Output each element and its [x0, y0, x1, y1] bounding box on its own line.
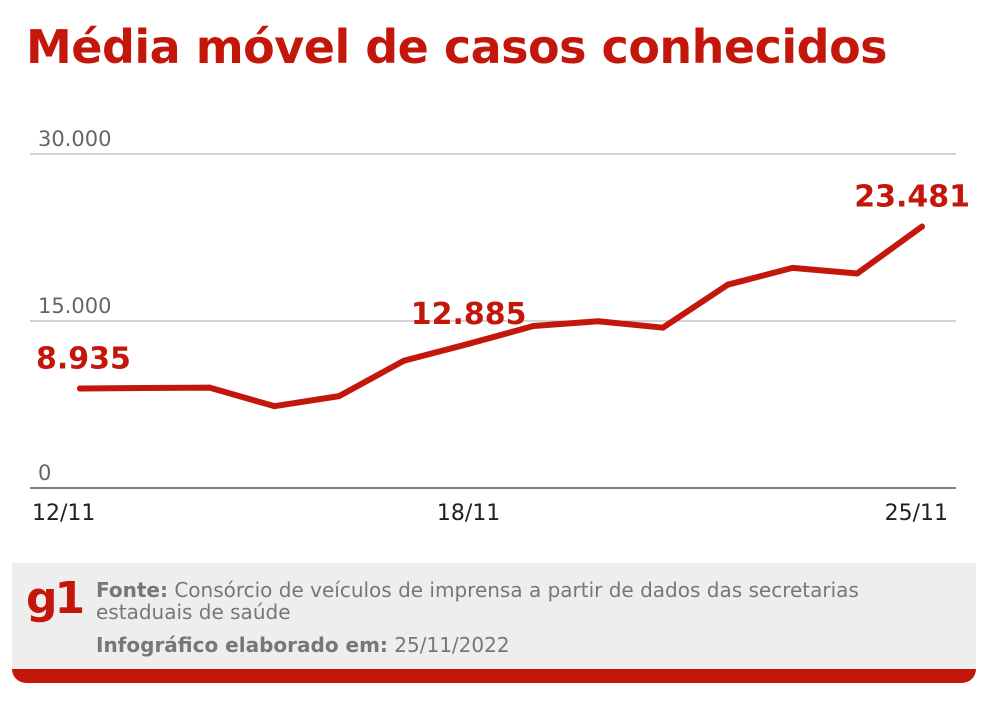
data-point: [465, 340, 472, 347]
line-chart: 0 15.000 30.000 12/11 18/11 25/11 8.935 12.885 2…: [30, 127, 970, 526]
data-point: [530, 323, 537, 330]
data-point: [854, 270, 861, 277]
updated-label: Infográfico elaborado em:: [96, 633, 388, 657]
data-label: 8.935: [36, 342, 131, 377]
data-point: [659, 324, 666, 331]
series-line: [77, 223, 925, 410]
updated-note: Infográfico elaborado em: 25/11/2022: [96, 633, 510, 657]
data-point: [141, 385, 148, 392]
data-label: 23.481: [854, 180, 970, 215]
y-tick-label: 15.000: [38, 294, 111, 318]
g1-logo: g1: [26, 573, 85, 624]
data-point: [271, 403, 278, 410]
data-point: [919, 223, 925, 230]
x-tick-label: 18/11: [437, 501, 500, 526]
footer: g1 Fonte: Consórcio de veículos de impre…: [12, 563, 976, 683]
data-point: [789, 264, 796, 271]
data-point: [595, 318, 602, 325]
data-point: [336, 393, 343, 400]
source-text: Consórcio de veículos de imprensa a part…: [96, 578, 859, 624]
data-point: [400, 357, 407, 364]
x-tick-label: 12/11: [32, 501, 95, 526]
data-point: [206, 384, 213, 391]
data-point: [77, 385, 83, 392]
y-tick-label: 0: [38, 461, 51, 485]
source-label: Fonte:: [96, 578, 168, 602]
x-tick-label: 25/11: [885, 501, 948, 526]
updated-date: 25/11/2022: [394, 633, 510, 657]
chart-title: Média móvel de casos conhecidos: [26, 20, 888, 74]
source-note: Fonte: Consórcio de veículos de imprensa…: [96, 579, 956, 623]
y-tick-label: 30.000: [38, 127, 111, 151]
data-point: [724, 281, 731, 288]
data-label: 12.885: [411, 297, 527, 332]
